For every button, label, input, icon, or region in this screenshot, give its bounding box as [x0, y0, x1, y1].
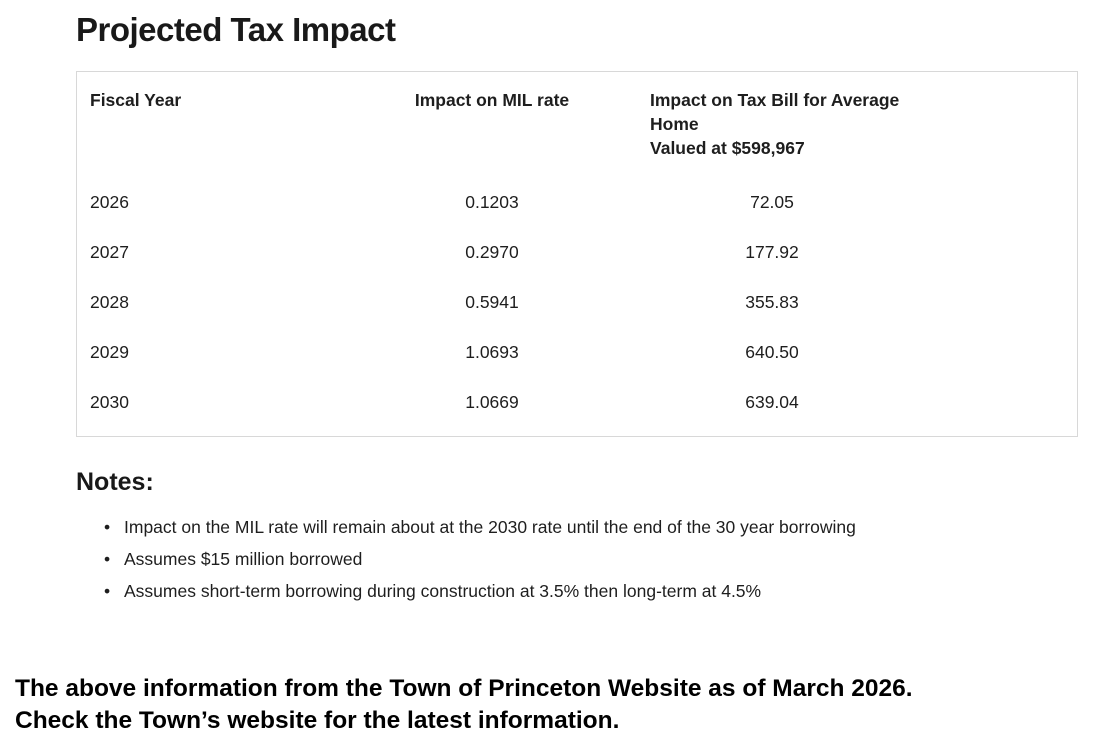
- note-item: Impact on the MIL rate will remain about…: [104, 511, 1078, 543]
- page-title: Projected Tax Impact: [76, 10, 1078, 50]
- source-caption: The above information from the Town of P…: [0, 673, 1103, 736]
- column-header-tax-bill-line1: Impact on Tax Bill for Average Home: [650, 88, 937, 136]
- table-row: 2030 1.0669 639.04: [77, 377, 1077, 427]
- table-row: 2026 0.1203 72.05: [77, 177, 1077, 227]
- cell-tax-bill: 72.05: [607, 192, 937, 213]
- cell-fiscal-year: 2028: [77, 292, 377, 313]
- cell-fiscal-year: 2027: [77, 242, 377, 263]
- table-row: 2028 0.5941 355.83: [77, 277, 1077, 327]
- cell-mil-rate: 0.2970: [377, 242, 607, 263]
- cell-mil-rate: 1.0693: [377, 342, 607, 363]
- cell-tax-bill: 355.83: [607, 292, 937, 313]
- notes-list: Impact on the MIL rate will remain about…: [76, 511, 1078, 607]
- table-header-row: Fiscal Year Impact on MIL rate Impact on…: [77, 88, 1077, 160]
- cell-mil-rate: 1.0669: [377, 392, 607, 413]
- cell-tax-bill: 177.92: [607, 242, 937, 263]
- cell-tax-bill: 639.04: [607, 392, 937, 413]
- column-header-tax-bill-line2: Valued at $598,967: [650, 136, 937, 160]
- column-header-fiscal-year: Fiscal Year: [77, 88, 377, 112]
- cell-fiscal-year: 2029: [77, 342, 377, 363]
- note-item: Assumes short-term borrowing during cons…: [104, 575, 1078, 607]
- cell-mil-rate: 0.5941: [377, 292, 607, 313]
- page-content: Projected Tax Impact Fiscal Year Impact …: [0, 0, 1103, 607]
- source-caption-line2: Check the Town’s website for the latest …: [15, 705, 1103, 736]
- cell-fiscal-year: 2030: [77, 392, 377, 413]
- note-item: Assumes $15 million borrowed: [104, 543, 1078, 575]
- column-header-tax-bill: Impact on Tax Bill for Average Home Valu…: [607, 88, 937, 160]
- table-row: 2027 0.2970 177.92: [77, 227, 1077, 277]
- notes-heading: Notes:: [76, 468, 1078, 496]
- cell-mil-rate: 0.1203: [377, 192, 607, 213]
- tax-impact-table: Fiscal Year Impact on MIL rate Impact on…: [76, 71, 1078, 437]
- column-header-mil-rate: Impact on MIL rate: [377, 88, 607, 112]
- cell-tax-bill: 640.50: [607, 342, 937, 363]
- table-body: 2026 0.1203 72.05 2027 0.2970 177.92 202…: [77, 177, 1077, 427]
- table-row: 2029 1.0693 640.50: [77, 327, 1077, 377]
- cell-fiscal-year: 2026: [77, 192, 377, 213]
- source-caption-line1: The above information from the Town of P…: [15, 673, 1103, 705]
